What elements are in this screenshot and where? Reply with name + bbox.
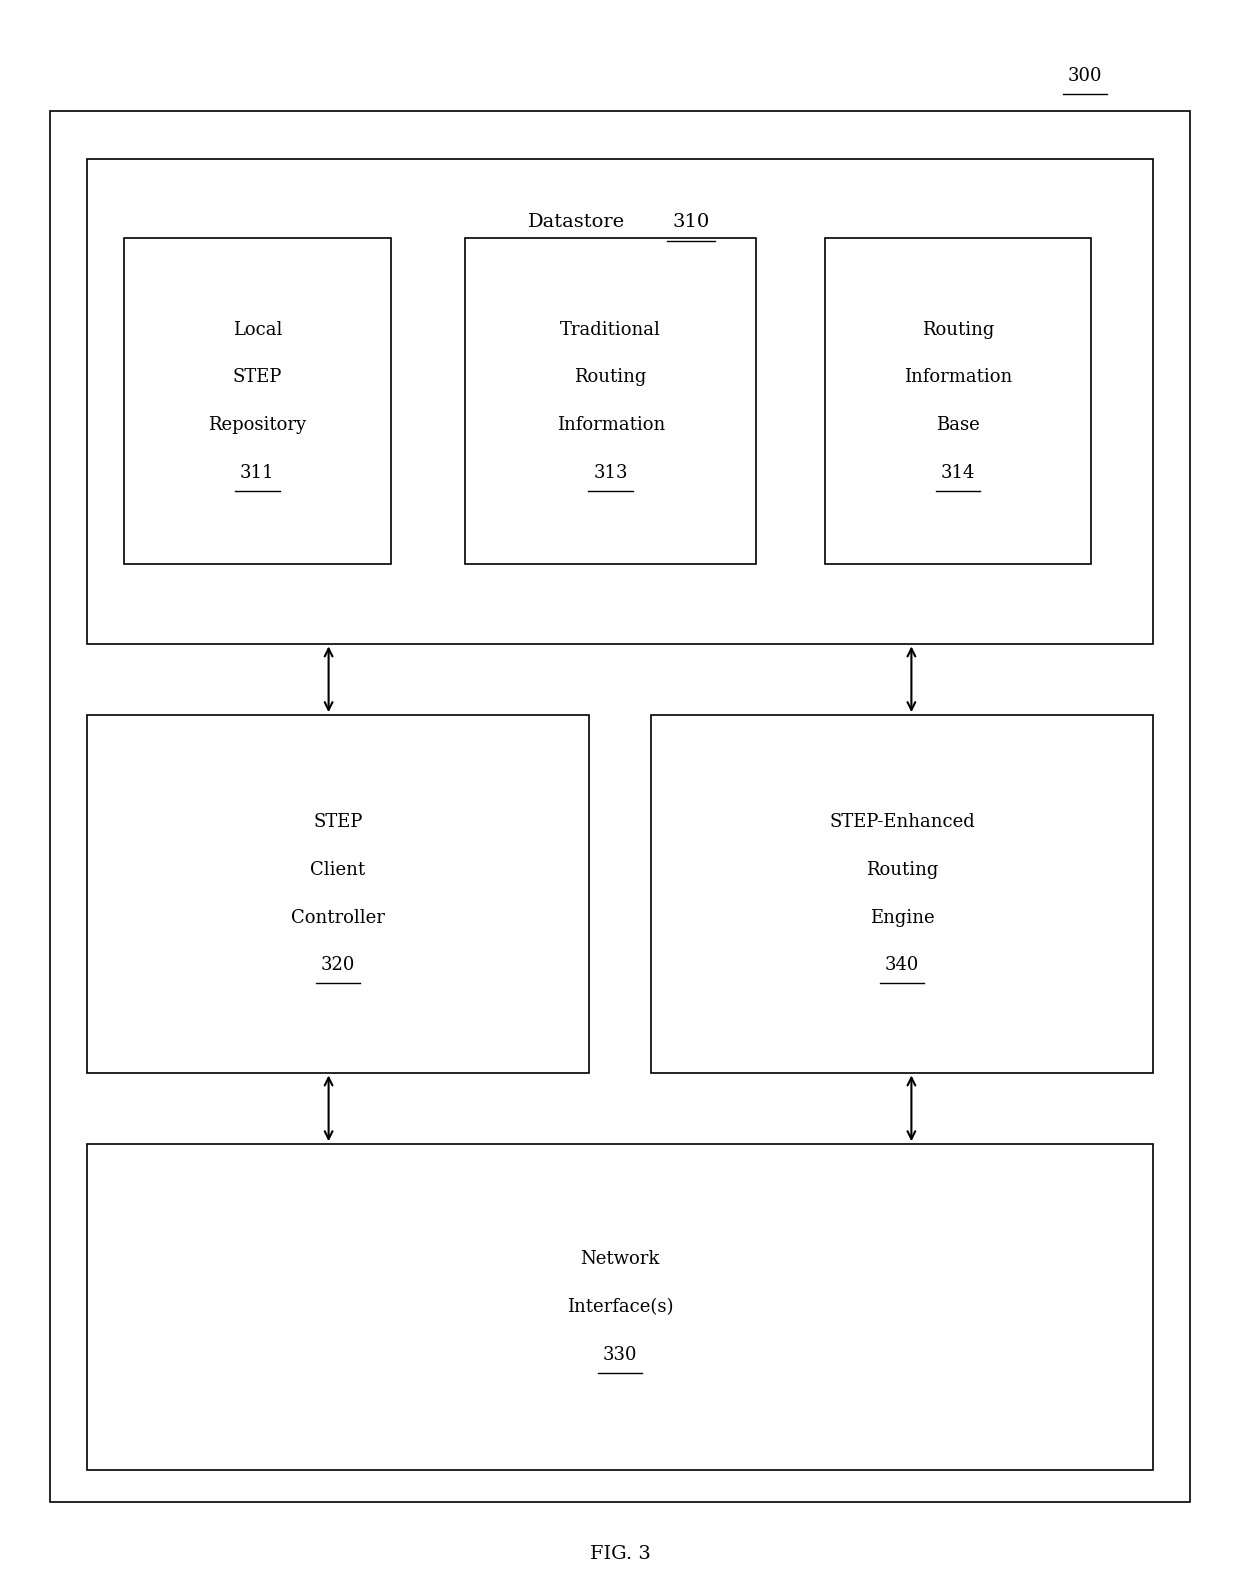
Text: FIG. 3: FIG. 3 (589, 1545, 651, 1564)
Text: Interface(s): Interface(s) (567, 1298, 673, 1316)
Text: STEP: STEP (314, 814, 362, 831)
Text: STEP: STEP (233, 369, 281, 386)
Text: Local: Local (233, 321, 281, 338)
Text: Routing: Routing (866, 861, 939, 879)
Bar (87, 1144, 1153, 1470)
Text: 300: 300 (1068, 67, 1102, 86)
Bar (825, 238, 1091, 564)
Text: Controller: Controller (291, 909, 384, 926)
Text: Information: Information (557, 416, 665, 434)
Text: Repository: Repository (208, 416, 306, 434)
Text: Client: Client (310, 861, 366, 879)
Text: Routing: Routing (574, 369, 647, 386)
Text: 330: 330 (603, 1346, 637, 1363)
Text: Information: Information (904, 369, 1012, 386)
Text: 340: 340 (885, 957, 919, 974)
Bar (87, 159, 1153, 644)
Text: STEP-Enhanced: STEP-Enhanced (830, 814, 975, 831)
Bar (87, 715, 589, 1073)
Bar (465, 238, 756, 564)
Bar (50, 111, 1190, 1502)
Text: 310: 310 (672, 213, 709, 232)
Text: Routing: Routing (921, 321, 994, 338)
Text: 311: 311 (241, 464, 274, 481)
Text: 314: 314 (941, 464, 975, 481)
Bar (124, 238, 391, 564)
Text: Base: Base (936, 416, 980, 434)
Text: 320: 320 (321, 957, 355, 974)
Text: Traditional: Traditional (560, 321, 661, 338)
Text: Datastore: Datastore (528, 213, 625, 232)
Text: Engine: Engine (869, 909, 935, 926)
Text: 313: 313 (594, 464, 627, 481)
Bar (651, 715, 1153, 1073)
Text: Network: Network (580, 1251, 660, 1268)
